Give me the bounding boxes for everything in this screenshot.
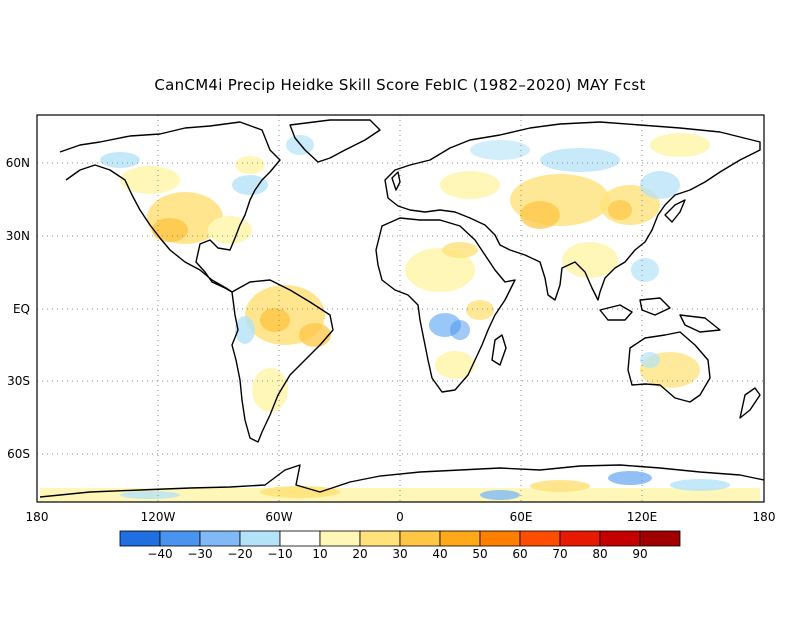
lat-label-60n: 60N — [6, 156, 30, 170]
colorbar-label-0: −40 — [147, 547, 172, 561]
lon-label-180e: 180 — [753, 510, 776, 524]
lon-label-60e: 60E — [510, 510, 533, 524]
colorbar-swatch-11 — [559, 530, 601, 547]
colorbar-label-4: 10 — [312, 547, 327, 561]
lat-label-eq: EQ — [13, 302, 30, 316]
colorbar-swatch-6 — [359, 530, 401, 547]
colorbar-swatch-3 — [239, 530, 281, 547]
colorbar-swatch-0 — [119, 530, 161, 547]
coastlines — [39, 119, 764, 498]
colorbar-label-8: 50 — [472, 547, 487, 561]
lon-label-120e: 120E — [627, 510, 658, 524]
colorbar-label-5: 20 — [352, 547, 367, 561]
colorbar-label-3: −10 — [267, 547, 292, 561]
colorbar-swatch-8 — [439, 530, 481, 547]
colorbar-swatch-9 — [479, 530, 521, 547]
colorbar-swatch-12 — [599, 530, 641, 547]
colorbar-swatch-13 — [639, 530, 681, 547]
lat-label-30n: 30N — [6, 229, 30, 243]
colorbar: −40 −30 −20 −10 10 20 30 40 50 60 70 80 … — [119, 530, 681, 561]
colorbar-swatch-1 — [159, 530, 201, 547]
colorbar-swatch-7 — [399, 530, 441, 547]
grid-lines — [37, 115, 764, 502]
colorbar-swatch-4 — [279, 530, 321, 547]
lon-label-120w: 120W — [141, 510, 176, 524]
plot-border — [36, 114, 765, 503]
chart-title: CanCM4i Precip Heidke Skill Score FebIC … — [154, 76, 646, 94]
colorbar-label-9: 60 — [512, 547, 527, 561]
colorbar-swatch-2 — [199, 530, 241, 547]
colorbar-label-1: −30 — [187, 547, 212, 561]
colorbar-label-10: 70 — [552, 547, 567, 561]
colorbar-swatch-5 — [319, 530, 361, 547]
lat-label-30s: 30S — [7, 374, 30, 388]
colorbar-label-7: 40 — [432, 547, 447, 561]
lon-label-180w: 180 — [26, 510, 49, 524]
lon-label-0: 0 — [396, 510, 404, 524]
lat-label-60s: 60S — [7, 447, 30, 461]
colorbar-label-12: 90 — [632, 547, 647, 561]
lon-label-60w: 60W — [265, 510, 292, 524]
colorbar-label-11: 80 — [592, 547, 607, 561]
lat-axis: 60N 30N EQ 30S 60S — [6, 156, 30, 461]
colorbar-swatch-10 — [519, 530, 561, 547]
lon-axis: 180 120W 60W 0 60E 120E 180 — [26, 510, 776, 524]
colorbar-label-6: 30 — [392, 547, 407, 561]
skill-patches — [40, 133, 760, 502]
colorbar-label-2: −20 — [227, 547, 252, 561]
